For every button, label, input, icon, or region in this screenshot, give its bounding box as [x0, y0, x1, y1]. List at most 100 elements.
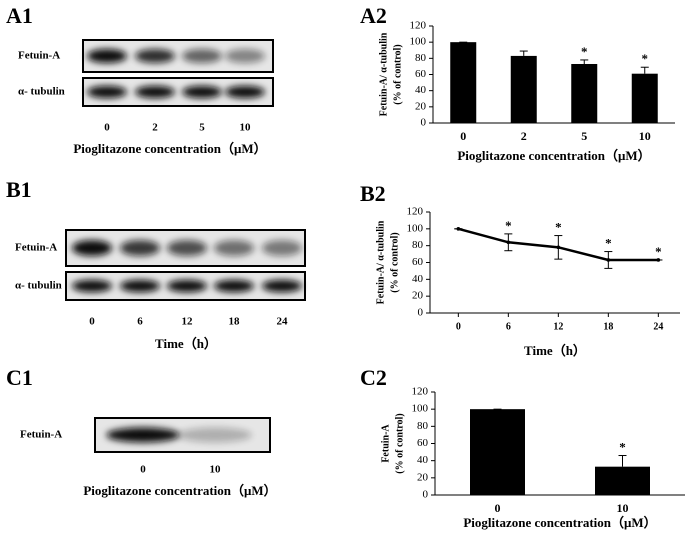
blot-band [166, 240, 208, 256]
lane-label: 2 [152, 122, 158, 134]
y-tick-label: 80 [415, 52, 427, 64]
error-bar [618, 455, 627, 467]
row-label: Fetuin-A [15, 242, 57, 254]
y-tick-label: 100 [410, 36, 427, 48]
y-tick-label: 60 [417, 437, 429, 449]
y-tick-label: 0 [423, 489, 429, 501]
significance-mark: * [642, 51, 649, 66]
lane-label: 0 [104, 122, 110, 134]
blot-band [87, 85, 127, 99]
lane-label: 10 [240, 122, 252, 134]
x-tick-label: 10 [617, 501, 629, 515]
significance-mark: * [581, 44, 588, 59]
y-axis-label: (% of control) [389, 232, 400, 292]
lane-label: 18 [229, 316, 241, 328]
lane-label: 10 [210, 464, 222, 476]
y-axis-label: Fetuin-A/ α-tubulin [375, 220, 386, 304]
blot-band [225, 48, 265, 64]
y-axis-label: Fetuin-A [380, 424, 391, 463]
y-tick-label: 120 [410, 20, 427, 32]
lane-label: 24 [277, 316, 289, 328]
blot-band [261, 279, 303, 293]
x-tick-label: 24 [653, 321, 663, 332]
error-bar [519, 50, 528, 56]
panel-label: C1 [6, 365, 33, 390]
panel-label: A2 [360, 3, 387, 28]
bar [571, 63, 598, 123]
x-axis-label: Pioglitazone concentration（μM） [83, 483, 276, 498]
lane-label: 0 [140, 464, 146, 476]
x-axis-label: Pioglitazone concentration（μM） [73, 141, 266, 156]
y-tick-label: 40 [417, 454, 429, 466]
panel-label: A1 [6, 3, 33, 28]
significance-mark: * [619, 440, 626, 455]
row-label: Fetuin-A [20, 429, 62, 441]
x-tick-label: 0 [456, 321, 461, 332]
y-tick-label: 20 [412, 290, 424, 302]
y-tick-label: 20 [415, 100, 427, 112]
error-bar [580, 59, 589, 64]
x-tick-label: 6 [506, 321, 511, 332]
lane-label: 12 [182, 316, 194, 328]
bar [595, 466, 650, 495]
x-axis-label: Time（h） [524, 343, 586, 358]
significance-mark: * [655, 244, 662, 259]
error-bar [504, 233, 513, 252]
y-tick-label: 100 [407, 222, 424, 234]
blot-band [119, 279, 161, 293]
significance-mark: * [505, 218, 512, 233]
y-tick-label: 60 [415, 68, 427, 80]
significance-mark: * [605, 236, 612, 251]
blot-band [182, 48, 222, 64]
row-label: α- tubulin [18, 86, 65, 98]
panel-label: B2 [360, 181, 386, 206]
x-tick-label: 0 [460, 129, 466, 143]
y-tick-label: 0 [418, 307, 424, 319]
x-tick-label: 0 [495, 501, 501, 515]
blot-band [261, 240, 303, 256]
y-tick-label: 120 [407, 206, 424, 218]
y-axis-label: Fetuin-A/ α-tubulin [378, 32, 389, 116]
y-tick-label: 20 [417, 471, 429, 483]
bar [450, 42, 477, 123]
blot-band [71, 240, 113, 256]
x-axis-label: Pioglitazone concentration（μM） [463, 515, 656, 530]
error-bar [640, 66, 649, 74]
bar [510, 55, 537, 123]
y-tick-label: 40 [415, 84, 427, 96]
blot-band [87, 48, 127, 64]
bar [631, 73, 658, 123]
x-tick-label: 12 [553, 321, 563, 332]
blot-band [213, 279, 255, 293]
y-axis-label: (% of control) [394, 413, 405, 473]
lane-label: 6 [137, 316, 143, 328]
panel-label: C2 [360, 365, 387, 390]
blot-band [225, 85, 265, 99]
y-tick-label: 40 [412, 273, 424, 285]
x-axis-label: Pioglitazone concentration（μM） [457, 148, 650, 163]
blot-band [166, 279, 208, 293]
y-tick-label: 0 [421, 117, 427, 129]
panel-label: B1 [6, 177, 32, 202]
significance-mark: * [555, 220, 562, 235]
blot-band [213, 240, 255, 256]
y-tick-label: 60 [412, 256, 424, 268]
blot-band [106, 427, 180, 443]
blot-band [182, 85, 222, 99]
lane-label: 0 [89, 316, 95, 328]
lane-label: 5 [199, 122, 205, 134]
x-tick-label: 5 [581, 129, 587, 143]
row-label: α- tubulin [15, 280, 62, 292]
blot-band [71, 279, 113, 293]
y-tick-label: 100 [412, 403, 429, 415]
blot-band [119, 240, 161, 256]
blot-band [135, 85, 175, 99]
y-axis-label: (% of control) [392, 44, 403, 104]
bar [470, 409, 525, 495]
y-tick-label: 80 [412, 239, 424, 251]
blot-band [135, 48, 175, 64]
error-bar [604, 251, 613, 269]
x-tick-label: 18 [603, 321, 613, 332]
x-tick-label: 10 [639, 129, 651, 143]
